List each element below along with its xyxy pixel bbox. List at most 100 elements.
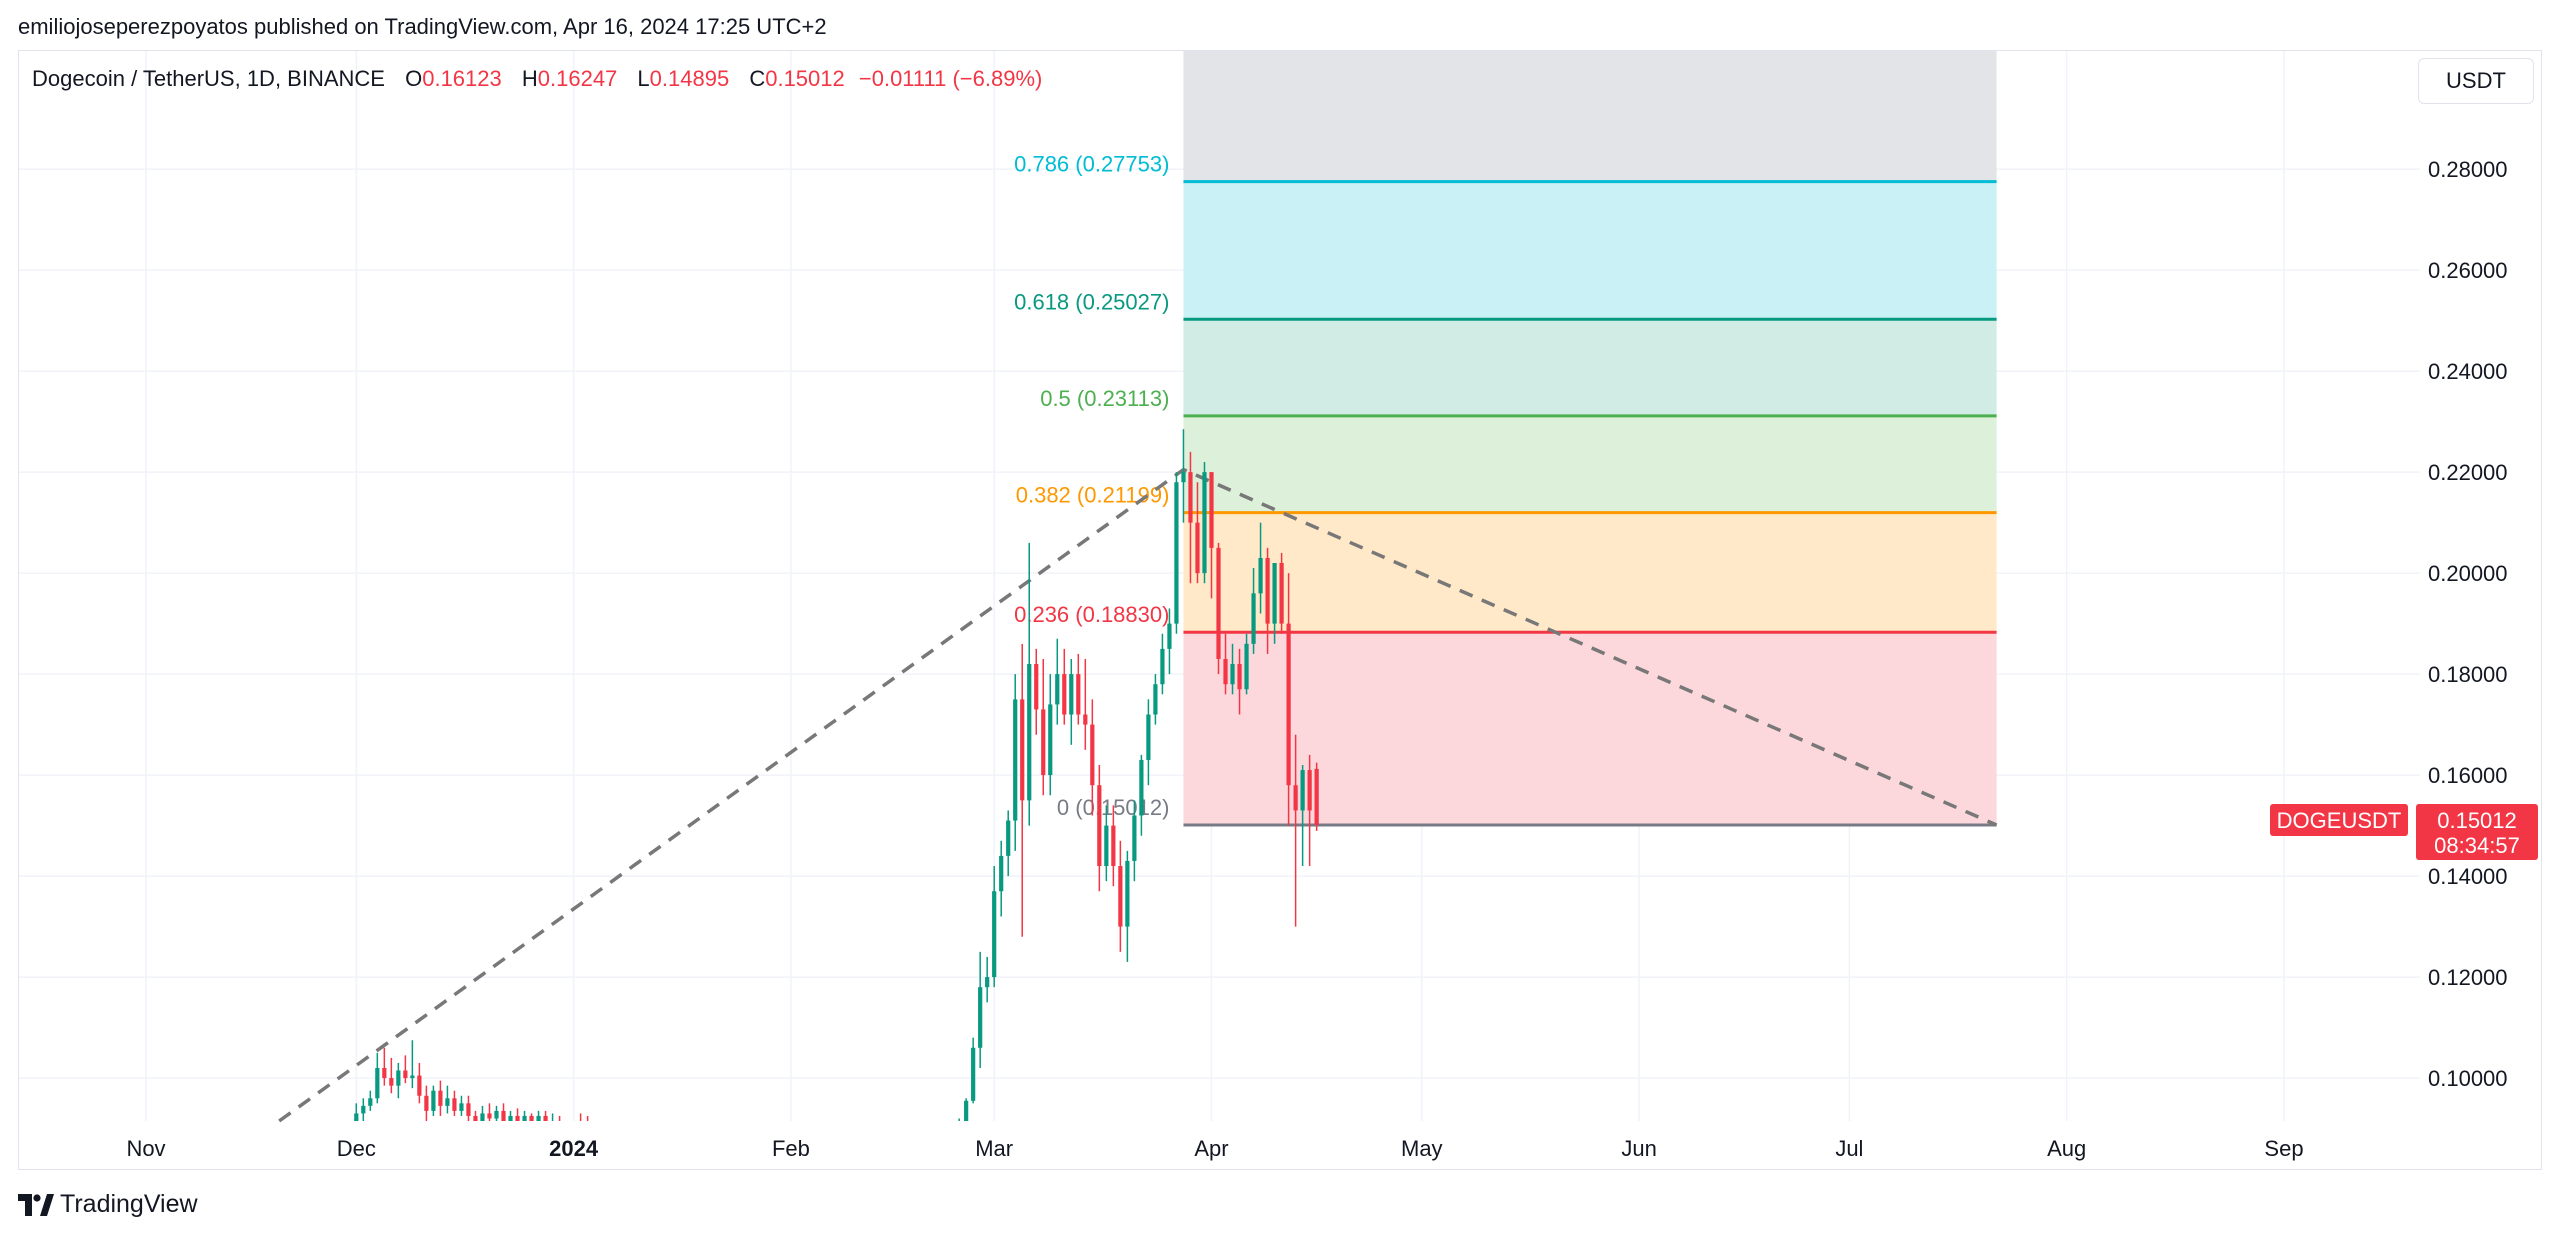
- candle-body: [1314, 768, 1319, 825]
- candle-body: [1013, 699, 1018, 821]
- candle: [1062, 648, 1067, 725]
- candle: [1104, 805, 1109, 882]
- candle: [515, 1108, 520, 1121]
- time-tick-label: Jun: [1621, 1136, 1656, 1161]
- price-tag-symbol-box: [2270, 804, 2408, 836]
- candle: [438, 1080, 443, 1116]
- candle: [1223, 633, 1228, 695]
- candle-body: [1230, 664, 1235, 685]
- candle: [1118, 840, 1123, 952]
- candle: [1111, 805, 1116, 887]
- candle-body: [1069, 674, 1074, 715]
- chart-frame: [18, 50, 2542, 1170]
- candle-body: [978, 987, 983, 1048]
- candle-body: [1125, 860, 1130, 927]
- fib-level-label: 0.618 (0.25027): [1014, 289, 1169, 314]
- candles: [354, 429, 1319, 1121]
- candle-body: [361, 1105, 366, 1114]
- fib-level-label: 0.382 (0.21199): [1016, 483, 1170, 508]
- candle-body: [494, 1110, 499, 1119]
- candle: [992, 865, 997, 988]
- price-axis[interactable]: 0.28000 0.26000 0.24000 0.22000 0.20000 0.180…: [2428, 157, 2508, 1091]
- candle: [1055, 638, 1060, 725]
- time-tick-label: Nov: [126, 1136, 165, 1161]
- time-tick-label: Mar: [975, 1136, 1013, 1161]
- candle-body: [1160, 648, 1165, 685]
- candle: [1209, 472, 1214, 599]
- candle: [1041, 658, 1046, 796]
- candle: [354, 1103, 359, 1121]
- candle-body: [515, 1115, 520, 1121]
- time-tick-label: Dec: [337, 1136, 376, 1161]
- candle: [1076, 653, 1081, 725]
- candle-body: [382, 1067, 387, 1079]
- fib-zone-top: [1183, 51, 1997, 182]
- candle: [1139, 754, 1144, 836]
- candle-body: [431, 1090, 436, 1111]
- candle: [403, 1055, 408, 1084]
- brand-name: TradingView: [60, 1190, 198, 1218]
- candle-body: [536, 1115, 541, 1121]
- candle: [1125, 850, 1130, 962]
- candle: [1293, 734, 1298, 927]
- candle-body: [1279, 563, 1284, 624]
- tradingview-brand[interactable]: TradingView: [18, 1190, 198, 1219]
- fib-retracement[interactable]: 0.786 (0.27753) 0.618 (0.25027) 0.5 (0.231…: [1014, 51, 1997, 827]
- candle: [1300, 765, 1305, 866]
- candle-body: [1139, 759, 1144, 816]
- candle-body: [1258, 557, 1263, 594]
- currency-button[interactable]: USDT: [2418, 58, 2534, 104]
- symbol-name[interactable]: Dogecoin / TetherUS, 1D, BINANCE: [32, 66, 385, 91]
- candle: [1286, 573, 1291, 826]
- candle: [999, 840, 1004, 917]
- symbol-legend: Dogecoin / TetherUS, 1D, BINANCE O0.1612…: [32, 66, 1042, 92]
- open-value: 0.16123: [422, 66, 502, 91]
- candle: [445, 1085, 450, 1114]
- candle-body: [438, 1090, 443, 1106]
- candle-body: [1216, 547, 1221, 659]
- candle: [1083, 658, 1088, 750]
- candle-body: [1251, 593, 1256, 644]
- candle-body: [1272, 563, 1277, 624]
- candle: [1195, 482, 1200, 584]
- candle-body: [368, 1098, 373, 1106]
- price-tick-label: 0.18000: [2428, 662, 2508, 687]
- candle: [1202, 462, 1207, 584]
- low-value: 0.14895: [649, 66, 730, 91]
- candle: [452, 1090, 457, 1116]
- low-label: L: [637, 66, 650, 91]
- candle-body: [501, 1110, 506, 1121]
- candle-body: [1041, 709, 1046, 776]
- candle: [508, 1110, 513, 1121]
- price-tick-label: 0.14000: [2428, 864, 2508, 889]
- candle-body: [508, 1115, 513, 1121]
- candle: [1146, 699, 1151, 786]
- candle-body: [1188, 472, 1193, 523]
- last-price-tag: DOGEUSDT 0.15012 08:34:57: [2270, 804, 2538, 860]
- candle-body: [1076, 674, 1081, 715]
- candle: [536, 1110, 541, 1121]
- candle-body: [529, 1115, 534, 1121]
- close-value: 0.15012: [765, 66, 845, 91]
- candle-body: [424, 1095, 429, 1111]
- price-tick-label: 0.28000: [2428, 157, 2508, 182]
- candle-body: [1132, 815, 1137, 861]
- time-tick-label: Jul: [1835, 1136, 1863, 1161]
- candle-body: [1286, 623, 1291, 786]
- candle: [424, 1085, 429, 1121]
- candle: [501, 1103, 506, 1121]
- candle: [1230, 643, 1235, 695]
- candle-body: [452, 1098, 457, 1111]
- candle-body: [999, 855, 1004, 892]
- candle-body: [985, 977, 990, 988]
- candle: [480, 1105, 485, 1121]
- candle: [1307, 754, 1312, 866]
- candle-body: [1146, 714, 1151, 760]
- candle: [1132, 800, 1137, 882]
- candle: [964, 1098, 969, 1121]
- time-tick-label: May: [1401, 1136, 1443, 1161]
- candle: [382, 1047, 387, 1086]
- time-axis[interactable]: Nov Dec 2024 Feb Mar Apr May Jun Jul Aug Sep: [126, 1136, 2303, 1161]
- candle: [985, 956, 990, 1003]
